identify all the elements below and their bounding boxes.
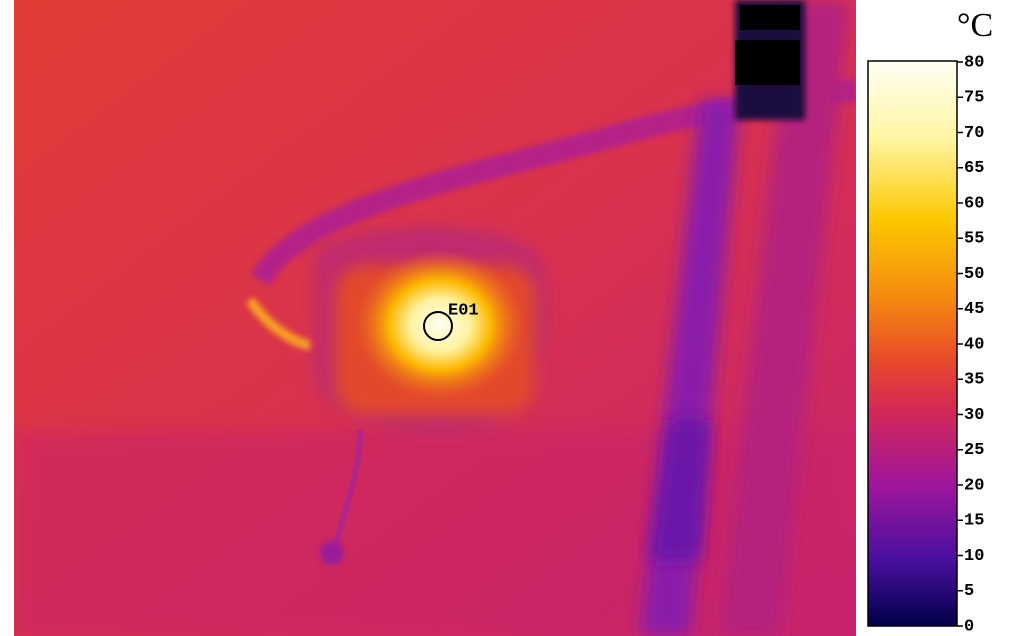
colorbar: [867, 60, 958, 627]
tick-label: 65: [964, 159, 984, 178]
tick-label: 35: [964, 371, 984, 390]
unit-label: °C: [957, 7, 993, 44]
marker-label: E01: [448, 301, 479, 320]
tick-label: 30: [964, 406, 984, 425]
spot-marker: [423, 311, 453, 341]
tick-label: 75: [964, 89, 984, 108]
tick-label: 70: [964, 124, 984, 143]
tick-label: 20: [964, 476, 984, 495]
tick-label: 60: [964, 194, 984, 213]
tick-label: 0: [964, 617, 974, 636]
tick-label: 5: [964, 582, 974, 601]
thermal-image: E01: [14, 0, 856, 636]
tick-label: 80: [964, 53, 984, 72]
tick-label: 50: [964, 265, 984, 284]
colorbar-ticks: 0 5 10 15 20 25 30 35 40 45 50 55 60 65 70 75 80: [957, 53, 984, 636]
tick-label: 25: [964, 441, 984, 460]
tick-label: 55: [964, 230, 984, 249]
tick-label: 10: [964, 547, 984, 566]
tick-label: 45: [964, 300, 984, 319]
tick-label: 40: [964, 335, 984, 354]
tick-label: 15: [964, 512, 984, 531]
